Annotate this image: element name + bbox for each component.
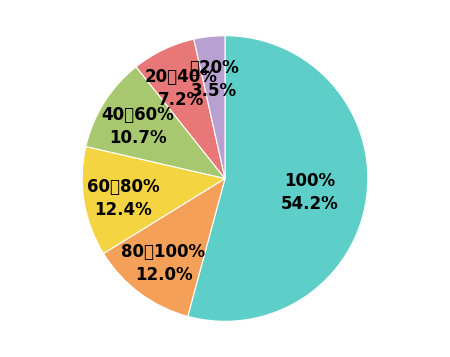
Wedge shape	[194, 36, 225, 178]
Text: 100%: 100%	[284, 172, 336, 190]
Text: 3.5%: 3.5%	[191, 82, 237, 100]
Text: ～20%: ～20%	[189, 59, 239, 77]
Wedge shape	[104, 178, 225, 316]
Text: 10.7%: 10.7%	[109, 129, 167, 147]
Wedge shape	[136, 39, 225, 179]
Wedge shape	[82, 146, 225, 253]
Text: 60～80%: 60～80%	[87, 178, 160, 196]
Wedge shape	[86, 67, 225, 178]
Text: 80～100%: 80～100%	[122, 243, 206, 261]
Text: 20～40%: 20～40%	[144, 68, 217, 86]
Text: 54.2%: 54.2%	[281, 195, 339, 213]
Text: 40～60%: 40～60%	[102, 106, 175, 124]
Wedge shape	[188, 36, 368, 321]
Text: 12.4%: 12.4%	[94, 201, 153, 218]
Text: 12.0%: 12.0%	[135, 266, 192, 284]
Text: 7.2%: 7.2%	[158, 91, 204, 109]
